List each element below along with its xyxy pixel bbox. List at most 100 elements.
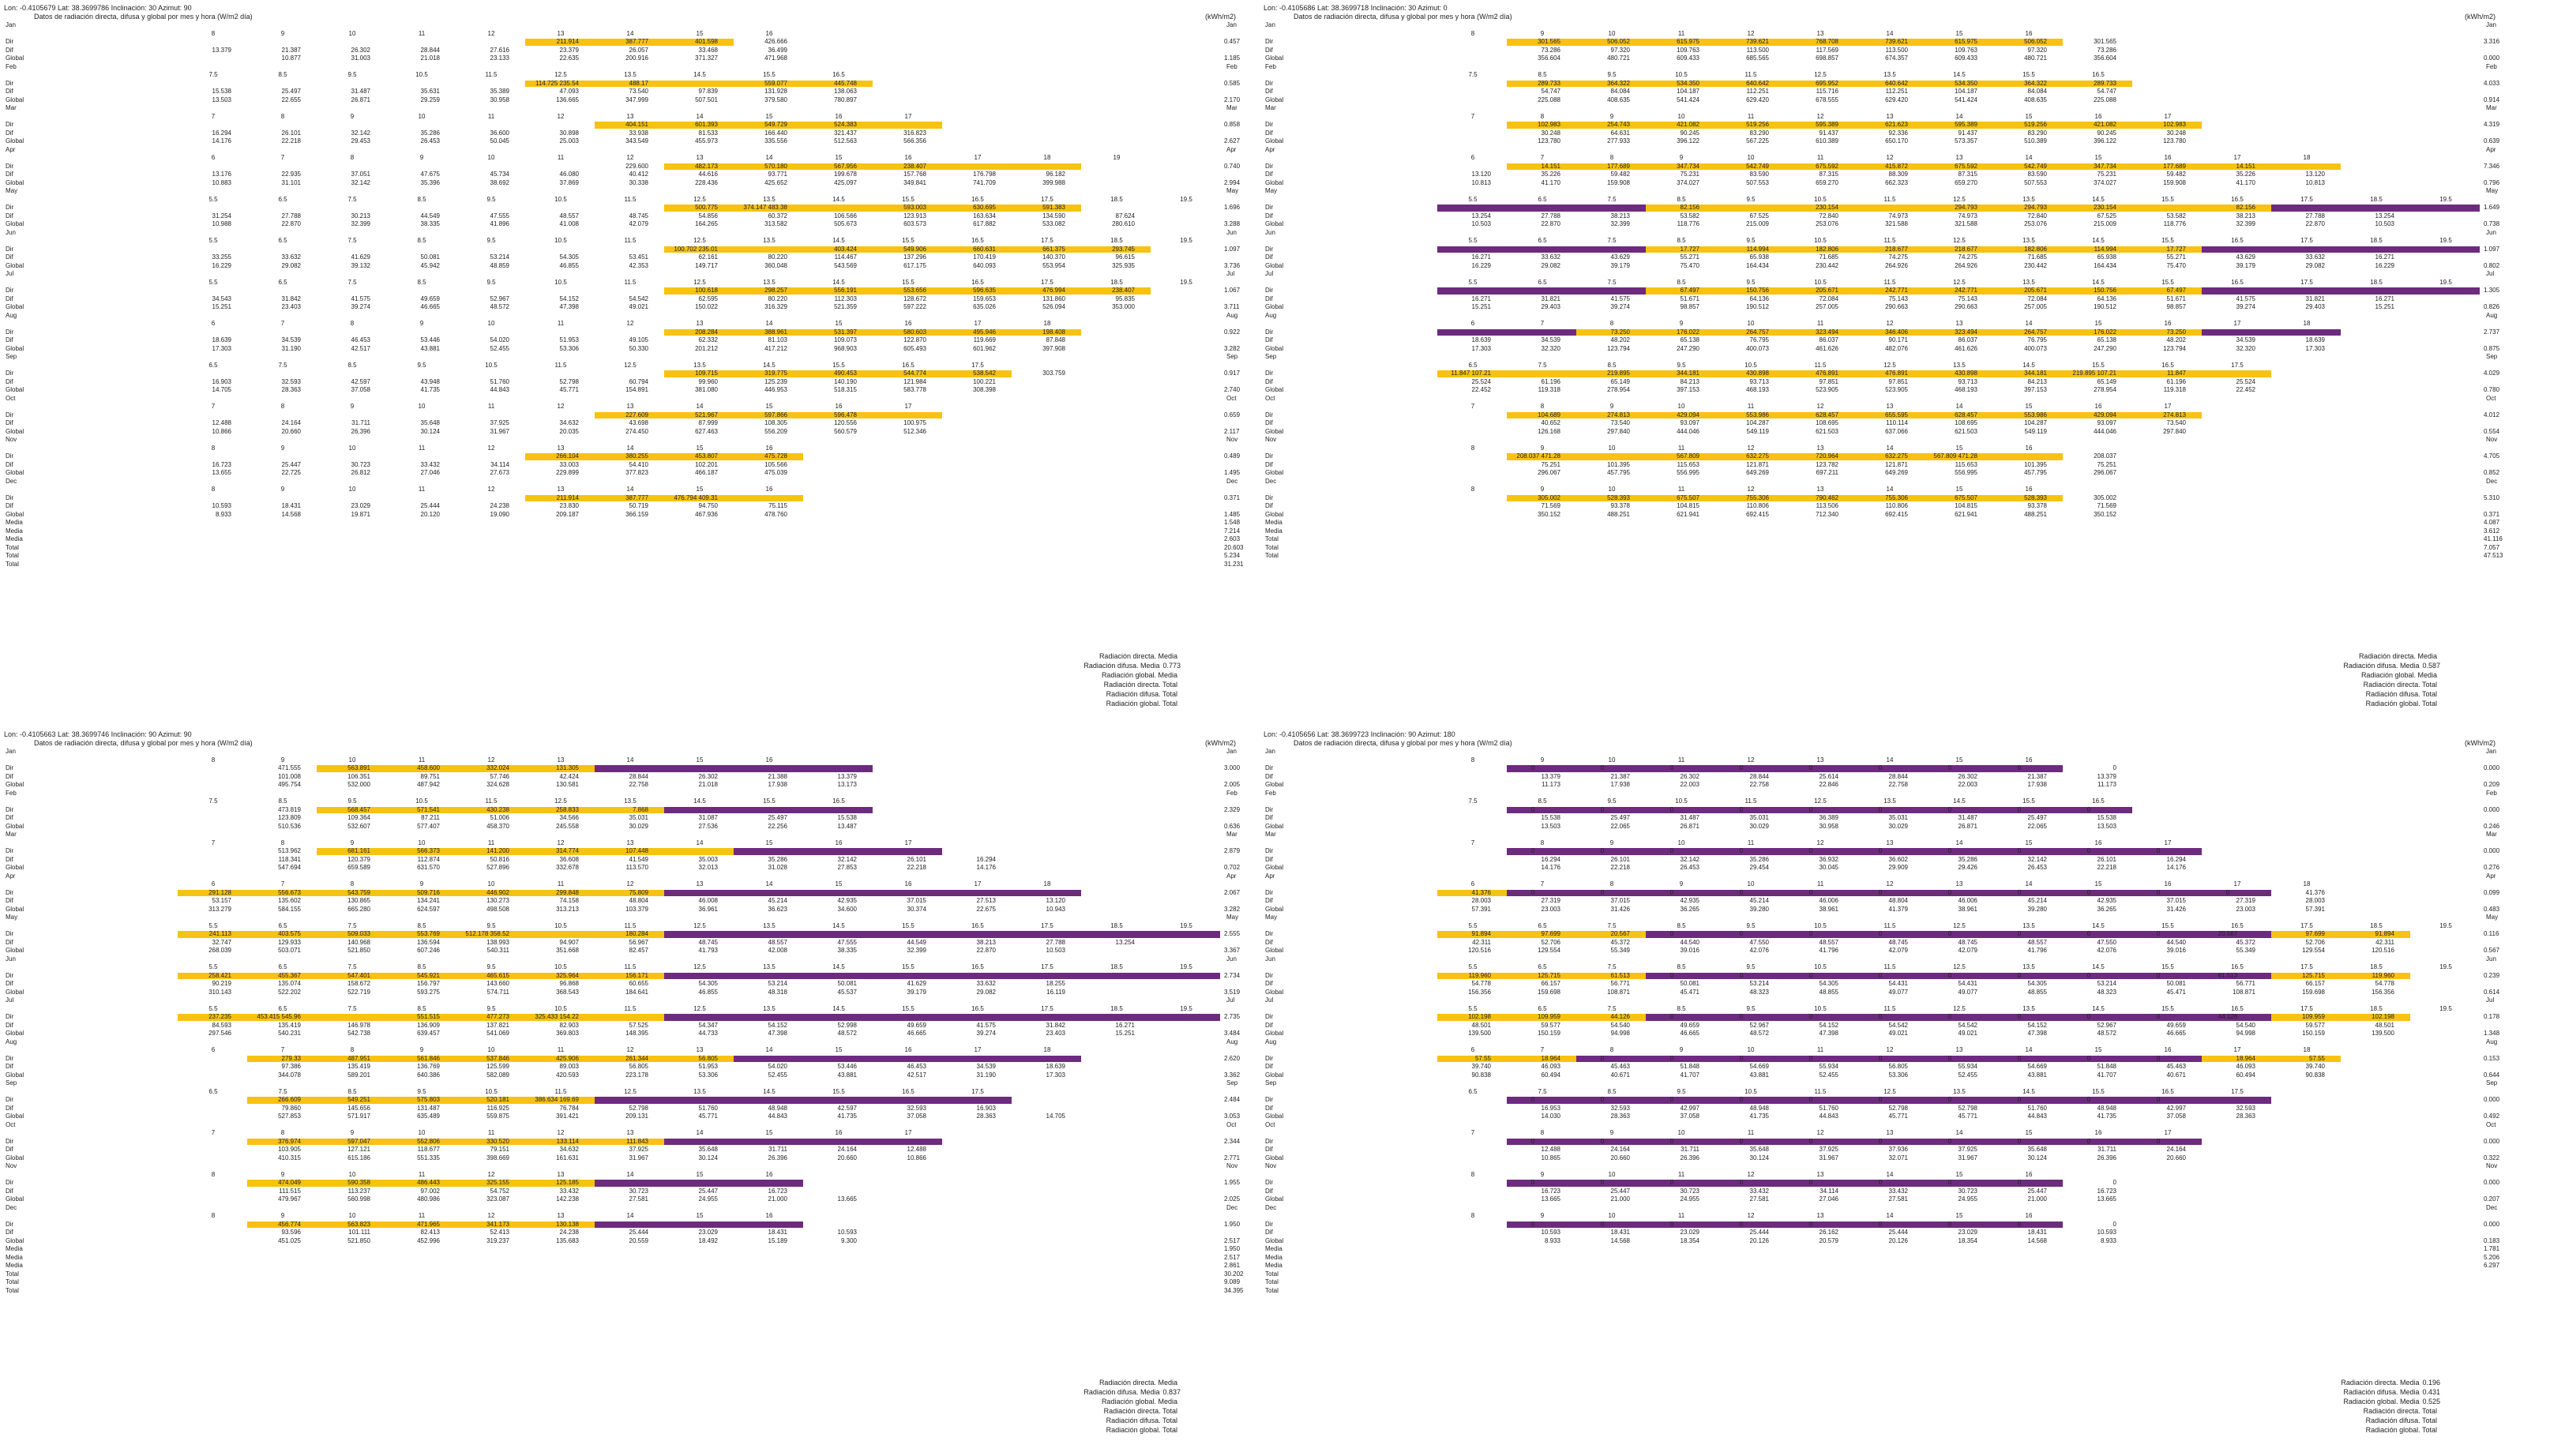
global-total: 1.348: [2484, 1030, 2500, 1037]
cell-value: 0: [2017, 888, 2022, 896]
cell-value: 49.077: [1888, 988, 1908, 996]
hour-label: 10.5: [415, 71, 428, 78]
hour-label: 8: [1470, 1212, 1475, 1219]
hour-label: 17: [974, 1046, 982, 1053]
cell-value: 698.857: [1816, 54, 1838, 62]
cell-value: 570.180: [764, 162, 787, 170]
cell-value: 141.200: [486, 847, 509, 854]
hour-label: 11.5: [1744, 71, 1757, 78]
cell-value: 551.335: [417, 1154, 440, 1161]
cell-value: 291.128: [208, 888, 231, 896]
cell-value: 16.723: [2097, 1187, 2116, 1195]
month-row: Nov Nov: [1264, 1162, 2511, 1171]
row-label: Global: [6, 54, 24, 62]
cell-value: 0: [1669, 1013, 1674, 1020]
hour-label: 12: [487, 1212, 495, 1219]
cell-value: 38.213: [1610, 212, 1630, 220]
dir-bar: [1507, 1221, 2063, 1228]
cell-value: 40.671: [2166, 1071, 2186, 1079]
cell-value: 574.711: [486, 988, 509, 996]
hour-label: 5.5: [1468, 195, 1478, 203]
cell-value: 13.503: [2097, 822, 2116, 830]
dir-bar: [2271, 972, 2410, 979]
cell-value: 138.993: [486, 938, 509, 946]
row-global: Global 123.780 277.933 396.122 567.225 610.38…: [1264, 137, 2511, 146]
cell-value: 495.754: [278, 781, 301, 788]
global-total: 0.183: [2484, 1236, 2500, 1244]
month-code: Oct: [1265, 1120, 1275, 1128]
row-label: Dif: [1265, 897, 1273, 904]
cell-value: 649.269: [1885, 469, 1908, 476]
cell-value: 57.391: [1471, 905, 1491, 913]
cell-value: 14.151: [2236, 162, 2255, 170]
cell-value: 22.218: [281, 137, 301, 144]
cell-value: 321.437: [834, 129, 857, 137]
cell-value: 56.805: [1888, 1063, 1908, 1070]
dir-total: 4.319: [2484, 121, 2500, 128]
hour-label: 11: [1747, 1129, 1755, 1136]
row-global: Global 14.030 28.363 37.058 41.735 44.843 45.7…: [1264, 1113, 2511, 1121]
row-dir: Dir 291.128 556.673 543.759 509.716 446.902 29…: [4, 889, 1252, 898]
cell-value: 130.138: [556, 1220, 579, 1228]
hours-row: 5.5 6.5 7.5 8.5 9.5 10.5 11.5 12.5 13.5 14.5 15.5 1…: [1264, 1005, 2511, 1014]
cell-value: 0: [1600, 1220, 1605, 1228]
cell-value: 678.555: [1816, 96, 1838, 103]
hour-label: 10: [348, 486, 356, 493]
cell-value: 556.209: [764, 427, 787, 435]
cell-value: 121.871: [1746, 460, 1769, 468]
cell-value: 104.187: [1677, 88, 1699, 95]
cell-value: 44.126: [2218, 1013, 2238, 1020]
cell-value: 97.320: [1610, 46, 1630, 54]
hour-label: 9.5: [486, 921, 496, 929]
cell-value: 123.809: [278, 814, 301, 821]
hour-label: 11: [418, 486, 426, 493]
cell-value: 38.335: [420, 220, 440, 227]
row-label: Global: [6, 469, 24, 476]
hour-label: 17.5: [2300, 921, 2313, 929]
cell-value: 109.364: [347, 814, 370, 821]
cell-value: 332.024: [486, 764, 509, 771]
row-label: Dir: [6, 764, 14, 771]
cell-value: 37.936: [1888, 1146, 1908, 1153]
summary-row: Media 3.612: [1264, 527, 2511, 536]
cell-value: 264.757: [1746, 328, 1769, 336]
cell-value: 14.705: [212, 386, 231, 393]
cell-value: 617.882: [973, 220, 996, 227]
summary-label: Total: [6, 1286, 19, 1294]
cell-value: 0: [1530, 1137, 1535, 1145]
hour-label: 6: [1470, 154, 1475, 161]
cell-value: 21.388: [768, 772, 787, 780]
cell-value: 158.672: [347, 980, 370, 987]
cell-value: 692.415: [1746, 510, 1769, 518]
global-total: 3.053: [1224, 1113, 1241, 1120]
summary-value: 47.513: [2484, 552, 2503, 559]
dir-bar: [1507, 494, 2063, 501]
cell-value: 109.073: [834, 336, 857, 343]
hour-label: 6: [1470, 880, 1475, 887]
cell-value: 26.453: [2027, 864, 2047, 871]
summary-line: Radiación directa. Media 0.196: [2341, 1378, 2440, 1387]
row-dif: Dif 18.639 34.539 48.202 65.138 76.795 86.037 9…: [1264, 336, 2511, 345]
hour-label: 12: [1747, 1212, 1755, 1219]
row-label: Dif: [6, 772, 13, 780]
cell-value: 344.181: [2024, 370, 2047, 377]
cell-value: 522.202: [278, 988, 301, 996]
cell-value: 49.021: [629, 303, 648, 310]
panel-header: Lon: -0.4105656 Lat: 38.3699723 Inclinac…: [1264, 730, 1455, 738]
global-total: 2.771: [1224, 1154, 1241, 1161]
cell-value: 32.399: [351, 220, 370, 227]
hour-label: 15.5: [902, 237, 914, 244]
hour-label: 15: [2094, 154, 2102, 161]
row-global: Global 15.251 29.403 39.274 98.857 190.512 257…: [1264, 303, 2511, 312]
cell-value: 28.363: [2236, 1113, 2255, 1120]
cell-value: 22.065: [2027, 822, 2047, 830]
summary-row: Media 5.206: [1264, 1254, 2511, 1263]
hour-label: 8: [211, 756, 216, 764]
cell-value: 114.467: [834, 253, 857, 261]
hour-label: 15: [835, 880, 843, 887]
cell-value: 507.501: [695, 96, 718, 103]
cell-value: 343.549: [625, 137, 648, 144]
cell-value: 43.881: [837, 1071, 857, 1079]
hour-label: 10: [1608, 1170, 1616, 1178]
month-code: Feb: [1265, 62, 1276, 70]
